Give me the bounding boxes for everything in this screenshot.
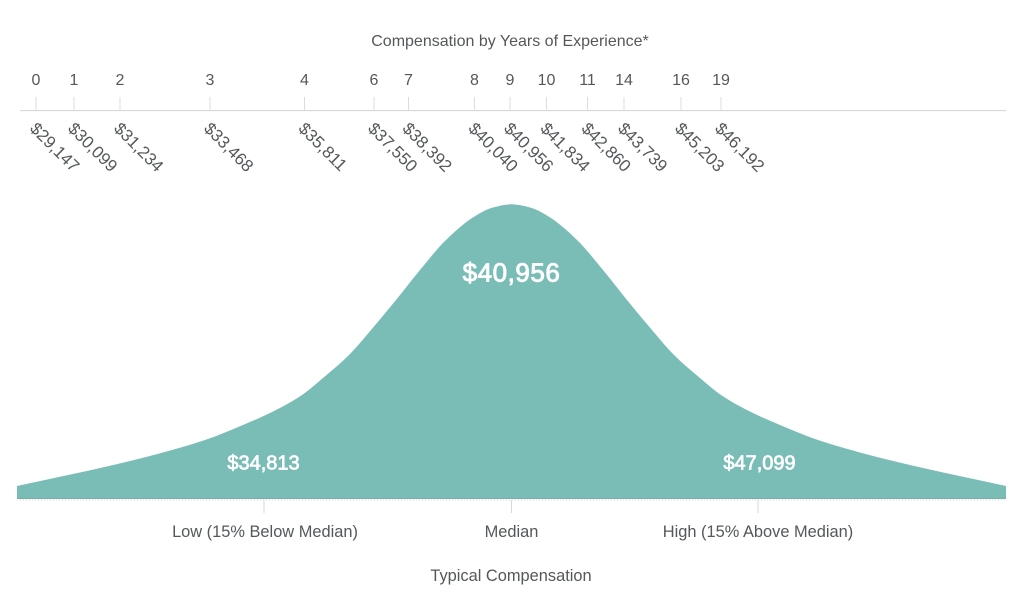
svg-text:Low (15% Below Median): Low (15% Below Median) — [172, 523, 358, 541]
svg-text:19: 19 — [712, 72, 730, 89]
svg-text:14: 14 — [615, 72, 633, 89]
svg-text:Compensation by Years of Exper: Compensation by Years of Experience* — [371, 33, 649, 50]
svg-text:9: 9 — [506, 72, 515, 89]
svg-text:7: 7 — [404, 72, 413, 89]
svg-text:Median: Median — [485, 523, 539, 541]
svg-text:Typical Compensation: Typical Compensation — [430, 567, 591, 585]
svg-text:0: 0 — [32, 72, 41, 89]
svg-text:4: 4 — [300, 72, 309, 89]
svg-text:$47,099: $47,099 — [723, 453, 795, 475]
svg-text:10: 10 — [538, 72, 556, 89]
svg-text:3: 3 — [206, 72, 215, 89]
svg-text:High (15% Above Median): High (15% Above Median) — [663, 523, 853, 541]
svg-text:8: 8 — [470, 72, 479, 89]
svg-text:16: 16 — [672, 72, 690, 89]
svg-text:1: 1 — [70, 72, 79, 89]
svg-text:$40,956: $40,956 — [463, 257, 561, 287]
svg-text:2: 2 — [116, 72, 125, 89]
svg-text:$34,813: $34,813 — [227, 453, 299, 475]
svg-text:11: 11 — [579, 72, 596, 89]
svg-text:6: 6 — [370, 72, 379, 89]
